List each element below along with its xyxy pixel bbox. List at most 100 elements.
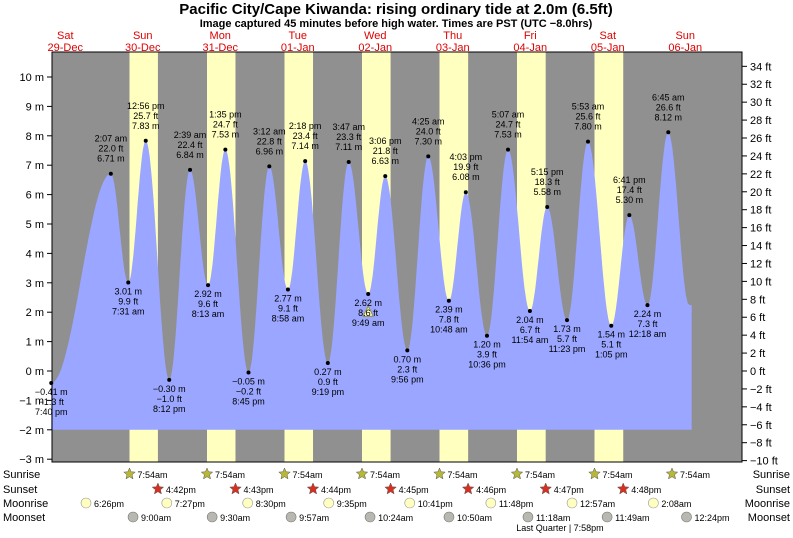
- right-axis-tick-label: 6 ft: [750, 312, 765, 324]
- sunrise-time: 7:54am: [293, 470, 323, 480]
- tide-event-label: 17.4 ft: [617, 185, 643, 195]
- tide-event-label: 1.20 m: [473, 340, 501, 350]
- tide-event-label: 22.0 ft: [98, 144, 124, 154]
- tide-event-label: 5:15 pm: [531, 167, 564, 177]
- row-label-moonrise-right: Moonrise: [745, 498, 790, 510]
- tide-event-label: 24.7 ft: [496, 120, 522, 130]
- left-axis-tick-label: 6 m: [26, 190, 44, 202]
- tide-event-label: 10:36 pm: [468, 360, 506, 370]
- tide-event-label: 18.3 ft: [535, 177, 561, 187]
- day-label-dow: Mon: [210, 30, 231, 42]
- right-axis-tick-label: 28 ft: [750, 115, 771, 127]
- left-axis-tick-label: 8 m: [26, 131, 44, 143]
- tide-event-dot: [267, 164, 272, 169]
- left-axis-tick-label: −3 m: [19, 454, 44, 466]
- right-axis-tick-label: 20 ft: [750, 187, 771, 199]
- right-axis-tick-label: −6 ft: [750, 420, 772, 432]
- tide-event-label: 1:05 pm: [595, 350, 628, 360]
- tide-event-label: 6.63 m: [371, 156, 399, 166]
- tide-event-label: 8.12 m: [655, 112, 683, 122]
- moonset-time: 9:30am: [220, 513, 250, 523]
- day-label-dow: Fri: [524, 30, 537, 42]
- tide-event-label: 6.96 m: [256, 146, 284, 156]
- tide-event-dot: [366, 291, 371, 296]
- moonset-time: 12:24pm: [695, 513, 730, 523]
- sunset-icon: [229, 482, 242, 495]
- tide-event-label: 4:03 pm: [450, 152, 483, 162]
- sunset-icon: [616, 482, 630, 495]
- day-labels: Sat29-DecSun30-DecMon31-DecTue01-JanWed0…: [48, 30, 703, 54]
- moonset-time: 11:18am: [536, 513, 570, 523]
- current-tide-marker: [362, 305, 375, 317]
- moonrise-icon: [80, 497, 92, 509]
- left-axis-tick-label: 0 m: [26, 366, 44, 378]
- tide-event-label: 6:45 am: [652, 92, 685, 102]
- tide-event-dot: [108, 171, 113, 176]
- day-label-dow: Sat: [57, 30, 74, 42]
- row-label-moonrise: Moonrise: [3, 498, 48, 510]
- sunset-time: 4:47pm: [554, 485, 584, 495]
- tide-event-dot: [627, 213, 632, 218]
- tide-event-label: 6.71 m: [97, 154, 125, 164]
- tide-event-label: 22.4 ft: [178, 140, 204, 150]
- day-label-date: 03-Jan: [436, 42, 470, 54]
- moonrise-icon: [242, 497, 253, 509]
- tide-event-dot: [484, 333, 489, 338]
- day-label-dow: Sat: [599, 30, 616, 42]
- left-axis-tick-label: 9 m: [26, 101, 44, 113]
- sunset-time: 4:42pm: [166, 485, 196, 495]
- tide-event-label: 2.62 m: [354, 298, 382, 308]
- right-axis-tick-label: 26 ft: [750, 133, 771, 145]
- moonset-time: 9:00am: [141, 513, 171, 523]
- day-label-date: 05-Jan: [591, 42, 625, 54]
- tide-event-label: 10:48 am: [430, 325, 468, 335]
- sunrise-time: 7:54am: [603, 470, 633, 480]
- moonrise-time: 2:08am: [661, 499, 691, 509]
- tide-event-label: 9:56 pm: [391, 374, 424, 384]
- tide-event-label: 3:12 am: [253, 126, 286, 136]
- moonrise-icon: [566, 497, 578, 509]
- tide-event-dot: [585, 139, 590, 144]
- tide-event-label: 8:13 am: [192, 309, 225, 319]
- tide-event-label: 1.73 m: [553, 324, 581, 334]
- moonrise-icon: [485, 497, 497, 509]
- left-axis-tick-label: 5 m: [26, 219, 44, 231]
- tide-event-dot: [527, 309, 532, 314]
- day-label-date: 04-Jan: [513, 42, 547, 54]
- sunset-icon: [384, 482, 397, 495]
- tide-event-label: 9.1 ft: [278, 304, 299, 314]
- right-axis-tick-label: 12 ft: [750, 258, 771, 270]
- tide-event-label: 25.7 ft: [133, 111, 159, 121]
- tide-event-label: 11:54 am: [511, 335, 548, 345]
- tide-event-label: 3.01 m: [115, 287, 143, 297]
- sunrise-time: 7:54am: [525, 470, 555, 480]
- tide-event-dot: [223, 147, 228, 152]
- axes: −3 m −2 m −1 m 0 m 1 m 2 m 3 m 4 m 5 m 6 m 7 m 8 m 9…: [19, 51, 778, 468]
- moonset-time: 9:57am: [299, 513, 329, 523]
- tide-event-label: 6.08 m: [452, 172, 480, 182]
- sunset-icon: [306, 482, 320, 495]
- left-axis-tick-label: 2 m: [26, 307, 44, 319]
- left-axis-tick-label: 4 m: [26, 248, 44, 260]
- tide-event-label: 2.04 m: [516, 315, 544, 325]
- sunrise-time: 7:54am: [370, 470, 400, 480]
- chart-title: Pacific City/Cape Kiwanda: rising ordina…: [179, 1, 612, 18]
- right-axis-tick-label: −4 ft: [750, 402, 772, 414]
- tide-event-label: 12:18 am: [629, 329, 667, 339]
- tide-event-label: 6:41 pm: [613, 175, 646, 185]
- moonrise-time: 6:26pm: [94, 499, 124, 509]
- tide-event-label: 24.0 ft: [416, 126, 442, 136]
- tide-event-label: 7.53 m: [212, 130, 240, 140]
- moon-phase-label: Last Quarter | 7:58pm: [516, 523, 603, 533]
- tide-event-dot: [609, 323, 614, 328]
- tide-event-label: 9.9 ft: [118, 297, 139, 307]
- tide-event-label: 2.77 m: [274, 294, 302, 304]
- moonrise-time: 10:41pm: [418, 499, 453, 509]
- sunrise-time: 7:54am: [215, 470, 245, 480]
- tide-event-label: 9:19 pm: [312, 387, 345, 397]
- moonset-time: 10:24am: [378, 513, 413, 523]
- plot-area: [51, 52, 742, 462]
- tide-event-label: 7.53 m: [494, 130, 522, 140]
- sunrise-icon: [355, 467, 369, 480]
- tide-event-label: 7:40 pm: [35, 407, 68, 417]
